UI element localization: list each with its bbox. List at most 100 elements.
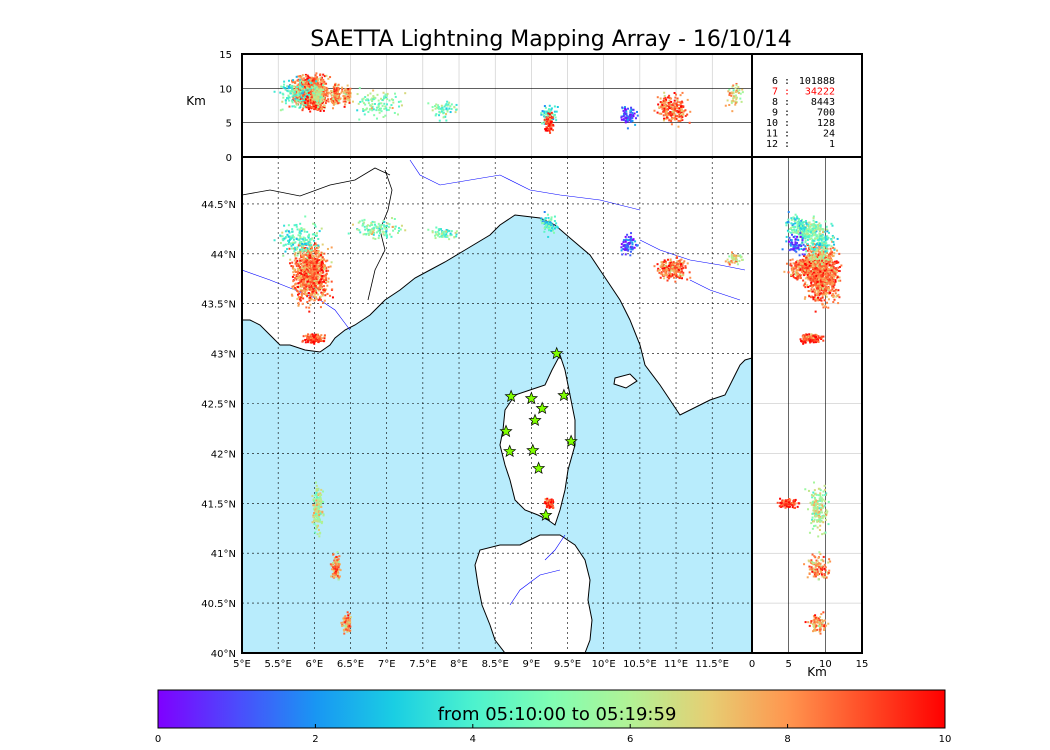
lightning-source: [310, 262, 313, 265]
lightning-source: [314, 290, 317, 293]
lightning-source: [728, 92, 731, 95]
lightning-source: [346, 84, 349, 87]
lightning-source: [817, 262, 820, 265]
lightning-source: [298, 262, 301, 265]
lightning-source: [292, 285, 295, 288]
station-star: [526, 443, 540, 457]
lightning-source: [369, 107, 372, 110]
lightning-source: [319, 77, 322, 80]
lightning-source: [726, 99, 729, 102]
lightning-source: [542, 113, 545, 116]
lightning-source: [307, 236, 310, 239]
lightning-source: [669, 269, 672, 272]
lightning-source: [550, 127, 553, 130]
lightning-source: [322, 514, 325, 517]
lightning-source: [321, 243, 324, 246]
lightning-source: [550, 124, 553, 127]
lightning-source: [545, 502, 548, 505]
lightning-source: [377, 99, 380, 102]
lightning-source: [320, 98, 323, 101]
lightning-source: [293, 93, 296, 96]
lightning-source: [329, 563, 332, 566]
river: [544, 534, 566, 561]
lightning-source: [435, 226, 438, 229]
lightning-source: [316, 87, 319, 90]
lightning-source: [390, 98, 393, 101]
lightning-source: [804, 296, 807, 299]
lightning-source: [322, 84, 325, 87]
lightning-source: [321, 340, 324, 343]
lightning-source: [304, 277, 307, 280]
lightning-source: [348, 622, 351, 625]
lightning-source: [311, 264, 314, 267]
lightning-source: [684, 266, 687, 269]
lightning-source: [332, 102, 335, 105]
lightning-source: [299, 99, 302, 102]
lightning-source: [681, 274, 684, 277]
lightning-source: [322, 73, 325, 76]
lightning-source: [372, 233, 375, 236]
lightning-source: [313, 499, 316, 502]
lightning-source: [279, 91, 282, 94]
lightning-source: [302, 297, 305, 300]
lightning-source: [291, 247, 294, 250]
lightning-source: [552, 118, 555, 121]
lightning-source: [664, 272, 667, 275]
lightning-source: [308, 76, 311, 79]
lightning-source: [295, 96, 298, 99]
lightning-source: [317, 502, 320, 505]
lightning-source: [312, 259, 315, 262]
lightning-source: [303, 274, 306, 277]
lightning-source: [316, 76, 319, 79]
lightning-source: [333, 559, 336, 562]
lightning-source: [329, 76, 332, 79]
lightning-source: [446, 234, 449, 237]
lightning-source: [544, 121, 547, 124]
lightning-source: [684, 265, 687, 268]
lightning-source: [291, 88, 294, 91]
lightning-source: [301, 74, 304, 77]
lightning-source: [334, 575, 337, 578]
lightning-source: [736, 254, 739, 257]
lightning-source: [344, 615, 347, 618]
lightning-source: [317, 276, 320, 279]
lightning-source: [814, 289, 817, 292]
lightning-source: [302, 82, 305, 85]
lightning-source: [666, 112, 669, 115]
lon-tick-label: 11°E: [664, 659, 688, 670]
lightning-source: [314, 505, 317, 508]
lightning-source: [322, 274, 325, 277]
lightning-source: [294, 262, 297, 265]
lightning-source: [313, 223, 316, 226]
lightning-source: [299, 248, 302, 251]
lightning-source: [324, 274, 327, 277]
lightning-source: [317, 255, 320, 258]
lightning-source: [812, 298, 815, 301]
lightning-source: [686, 98, 689, 101]
lightning-source: [626, 233, 629, 236]
lightning-source: [673, 92, 676, 95]
lightning-source: [298, 97, 301, 100]
lightning-source: [302, 247, 305, 250]
lightning-source: [300, 254, 303, 257]
lightning-source: [371, 223, 374, 226]
lightning-source: [302, 87, 305, 90]
lightning-source: [445, 231, 448, 234]
lightning-source: [397, 100, 400, 103]
lightning-source: [731, 251, 734, 254]
lightning-source: [362, 221, 365, 224]
lightning-source: [372, 96, 375, 99]
lightning-source: [284, 88, 287, 91]
lightning-source: [550, 225, 553, 228]
lightning-source: [555, 225, 558, 228]
lightning-source: [303, 257, 306, 260]
lightning-source: [808, 290, 811, 293]
lightning-source: [312, 341, 315, 344]
lightning-source: [296, 297, 299, 300]
lightning-source: [736, 263, 739, 266]
river: [639, 239, 746, 271]
lightning-source: [301, 100, 304, 103]
lightning-source: [314, 279, 317, 282]
lightning-source: [314, 271, 317, 274]
